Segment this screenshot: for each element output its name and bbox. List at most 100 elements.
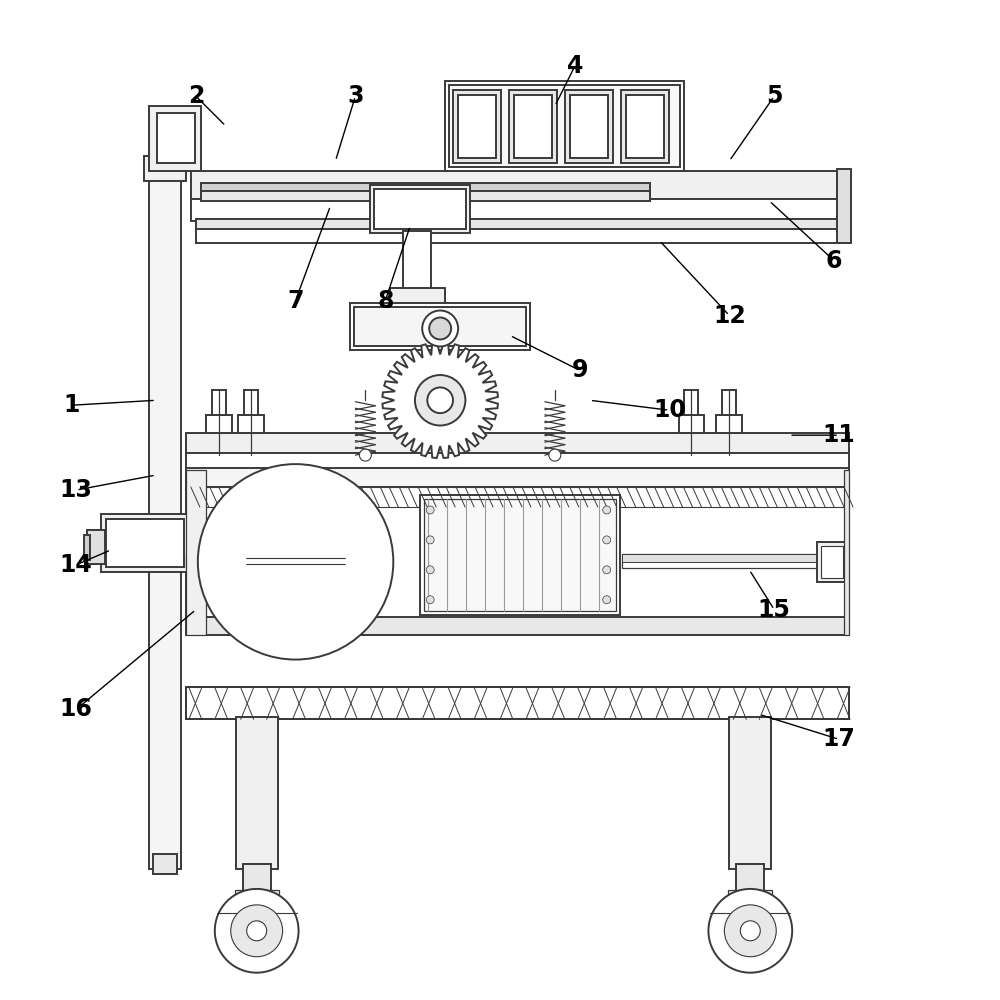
Text: 5: 5 <box>766 84 782 108</box>
Bar <box>837 169 851 243</box>
Text: 13: 13 <box>60 478 93 502</box>
Bar <box>728 890 772 902</box>
Circle shape <box>429 318 451 339</box>
Bar <box>679 415 704 433</box>
Bar <box>186 453 849 470</box>
Bar <box>191 199 849 221</box>
Bar <box>186 554 296 562</box>
Text: 12: 12 <box>713 304 746 328</box>
Bar <box>236 717 278 869</box>
Bar <box>622 554 826 568</box>
Text: 2: 2 <box>188 84 204 108</box>
Bar <box>87 530 105 564</box>
Bar <box>149 106 201 171</box>
Bar <box>844 470 849 635</box>
Bar <box>403 231 431 301</box>
Bar <box>201 183 650 193</box>
Bar <box>84 535 90 560</box>
Text: 14: 14 <box>60 553 93 577</box>
Bar <box>350 303 530 350</box>
Bar <box>716 415 742 433</box>
Bar <box>509 90 557 163</box>
Bar <box>186 433 849 455</box>
Bar <box>235 890 279 902</box>
Bar <box>729 717 771 869</box>
Circle shape <box>603 506 611 514</box>
Circle shape <box>426 566 434 574</box>
Text: 17: 17 <box>823 727 855 751</box>
Text: 16: 16 <box>60 697 93 721</box>
Circle shape <box>231 905 283 957</box>
Bar <box>420 495 620 615</box>
Bar <box>243 864 271 894</box>
Bar <box>244 390 258 415</box>
Bar <box>196 219 844 231</box>
Bar <box>684 390 698 415</box>
Circle shape <box>426 596 434 604</box>
Bar <box>259 560 326 568</box>
Bar <box>390 288 445 306</box>
Text: 7: 7 <box>287 289 304 313</box>
Bar <box>191 171 849 201</box>
Text: 11: 11 <box>823 423 855 447</box>
Bar <box>201 191 650 201</box>
Bar <box>186 470 206 635</box>
Bar <box>186 554 296 568</box>
Bar <box>206 415 232 433</box>
Text: 10: 10 <box>653 398 686 422</box>
Circle shape <box>603 566 611 574</box>
Circle shape <box>740 921 760 941</box>
Circle shape <box>708 889 792 973</box>
Text: 8: 8 <box>377 289 394 313</box>
Bar <box>445 81 684 171</box>
Bar <box>622 554 826 562</box>
Circle shape <box>549 449 561 461</box>
Bar <box>453 90 501 163</box>
Bar <box>157 113 195 163</box>
Bar <box>354 307 526 346</box>
Bar <box>186 487 849 635</box>
Bar <box>238 415 264 433</box>
Bar <box>565 90 613 163</box>
Bar <box>245 546 346 576</box>
Bar <box>212 390 226 415</box>
Bar <box>736 864 764 894</box>
Text: 4: 4 <box>567 54 583 78</box>
Bar <box>821 546 843 578</box>
Bar <box>817 542 847 582</box>
Bar <box>149 171 181 869</box>
Polygon shape <box>382 343 498 458</box>
Bar <box>186 687 849 719</box>
Circle shape <box>415 375 465 426</box>
Text: 3: 3 <box>347 84 364 108</box>
Bar <box>186 687 849 719</box>
Bar <box>374 189 466 229</box>
Bar <box>186 468 849 490</box>
Bar <box>722 390 736 415</box>
Bar <box>458 95 496 158</box>
Bar <box>153 854 177 874</box>
Circle shape <box>198 464 393 660</box>
Circle shape <box>359 449 371 461</box>
Circle shape <box>247 921 267 941</box>
Bar <box>101 514 189 572</box>
Bar <box>514 95 552 158</box>
Bar <box>570 95 608 158</box>
Text: 15: 15 <box>758 598 791 622</box>
Circle shape <box>215 889 299 973</box>
Text: 9: 9 <box>572 358 588 382</box>
Text: 1: 1 <box>63 393 79 417</box>
Circle shape <box>603 536 611 544</box>
Bar <box>370 185 470 233</box>
Bar <box>626 95 664 158</box>
Bar <box>190 617 845 635</box>
Bar <box>144 156 186 181</box>
Bar <box>621 90 669 163</box>
Bar <box>106 519 184 567</box>
Circle shape <box>603 596 611 604</box>
Circle shape <box>724 905 776 957</box>
Bar <box>190 487 845 507</box>
Bar <box>259 545 294 565</box>
Circle shape <box>426 536 434 544</box>
Circle shape <box>427 387 453 413</box>
